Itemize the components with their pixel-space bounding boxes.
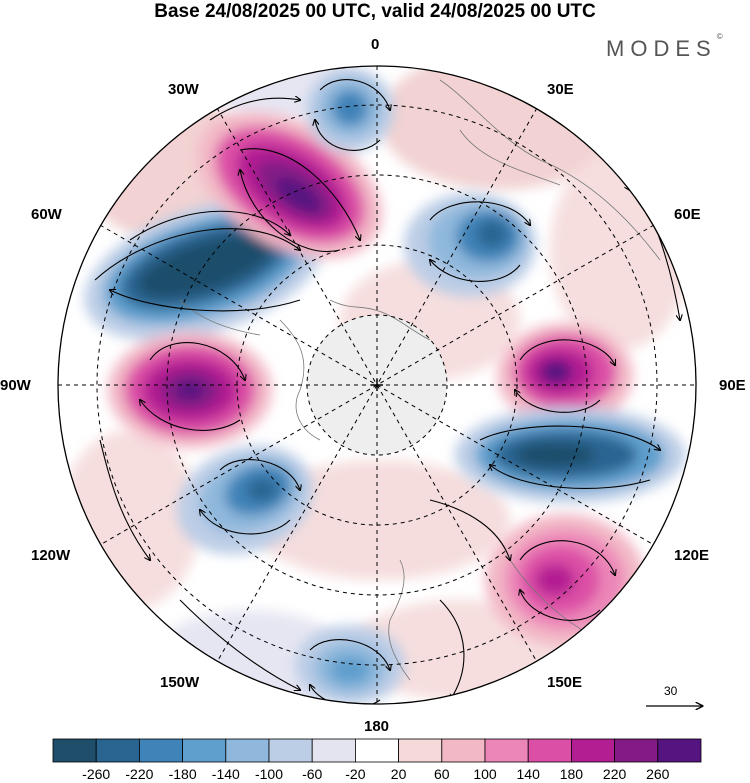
colorbar-tick-label: 100 xyxy=(473,766,497,782)
colorbar-segment xyxy=(398,738,443,763)
colorbar-segment xyxy=(484,738,529,763)
lon-label-30e: 30E xyxy=(547,81,574,98)
lon-label-150e: 150E xyxy=(547,674,583,691)
colorbar-segment xyxy=(657,738,702,763)
colorbar xyxy=(52,738,702,763)
colorbar-segment xyxy=(441,738,486,763)
colorbar-segment xyxy=(182,738,227,763)
map-border xyxy=(57,65,697,705)
graticule xyxy=(58,66,696,704)
colorbar-segment xyxy=(527,738,572,763)
colorbar-tick-label: 140 xyxy=(516,766,540,782)
anomaly-low-near-zero xyxy=(306,68,394,152)
colorbar-tick-label: -100 xyxy=(254,766,284,782)
colorbar-segment xyxy=(614,738,659,763)
lon-label-60e: 60E xyxy=(674,206,701,223)
colorbar-tick-label: -60 xyxy=(302,766,323,782)
colorbar-tick-label: 220 xyxy=(602,766,627,782)
brand-mark: © xyxy=(716,32,723,41)
pole-marker xyxy=(371,379,383,391)
lon-label-60w: 60W xyxy=(31,206,62,223)
colorbar-segment xyxy=(225,738,270,763)
colorbar-tick-label: -140 xyxy=(211,766,240,782)
brand-name: MODES xyxy=(606,36,717,61)
lon-label-180: 180 xyxy=(364,718,390,735)
colorbar-tick-label: -220 xyxy=(125,766,154,782)
lon-label-0: 0 xyxy=(371,36,380,53)
modes-logo: MODES© xyxy=(606,32,723,62)
colorbar-tick-label: 180 xyxy=(559,766,584,782)
anomaly-high-southeast-130e xyxy=(485,514,645,646)
lon-label-90e: 90E xyxy=(719,377,746,394)
colorbar-tick-label: -20 xyxy=(345,766,366,782)
colorbar-tick-label: -260 xyxy=(82,766,111,782)
colorbar-tick-label: -180 xyxy=(168,766,197,782)
colorbar-segment xyxy=(354,738,399,763)
colorbar-segment xyxy=(138,738,183,763)
wind-reference-label: 30 xyxy=(664,684,678,698)
anomaly-low-east-110e xyxy=(455,407,685,503)
colorbar-tick-label: 260 xyxy=(646,766,670,782)
colorbar-segment xyxy=(571,738,616,763)
colorbar-tick-label: 20 xyxy=(390,766,407,782)
lon-label-30w: 30W xyxy=(168,81,199,98)
map-title: Base 24/08/2025 00 UTC, valid 24/08/2025… xyxy=(154,1,596,22)
anomaly-low-northeast xyxy=(404,193,536,297)
lon-label-150w: 150W xyxy=(160,674,200,691)
colorbar-segment xyxy=(268,738,313,763)
colorbar-tick-label: 60 xyxy=(434,766,450,782)
lon-label-120e: 120E xyxy=(674,547,710,564)
map-disk xyxy=(58,66,696,704)
colorbar-segment xyxy=(311,738,356,763)
lon-label-90w: 90W xyxy=(0,377,31,394)
colorbar-segment xyxy=(95,738,140,763)
anomaly-high-west-90w xyxy=(108,332,272,448)
lon-label-120w: 120W xyxy=(31,547,71,564)
colorbar-segment xyxy=(52,738,97,763)
